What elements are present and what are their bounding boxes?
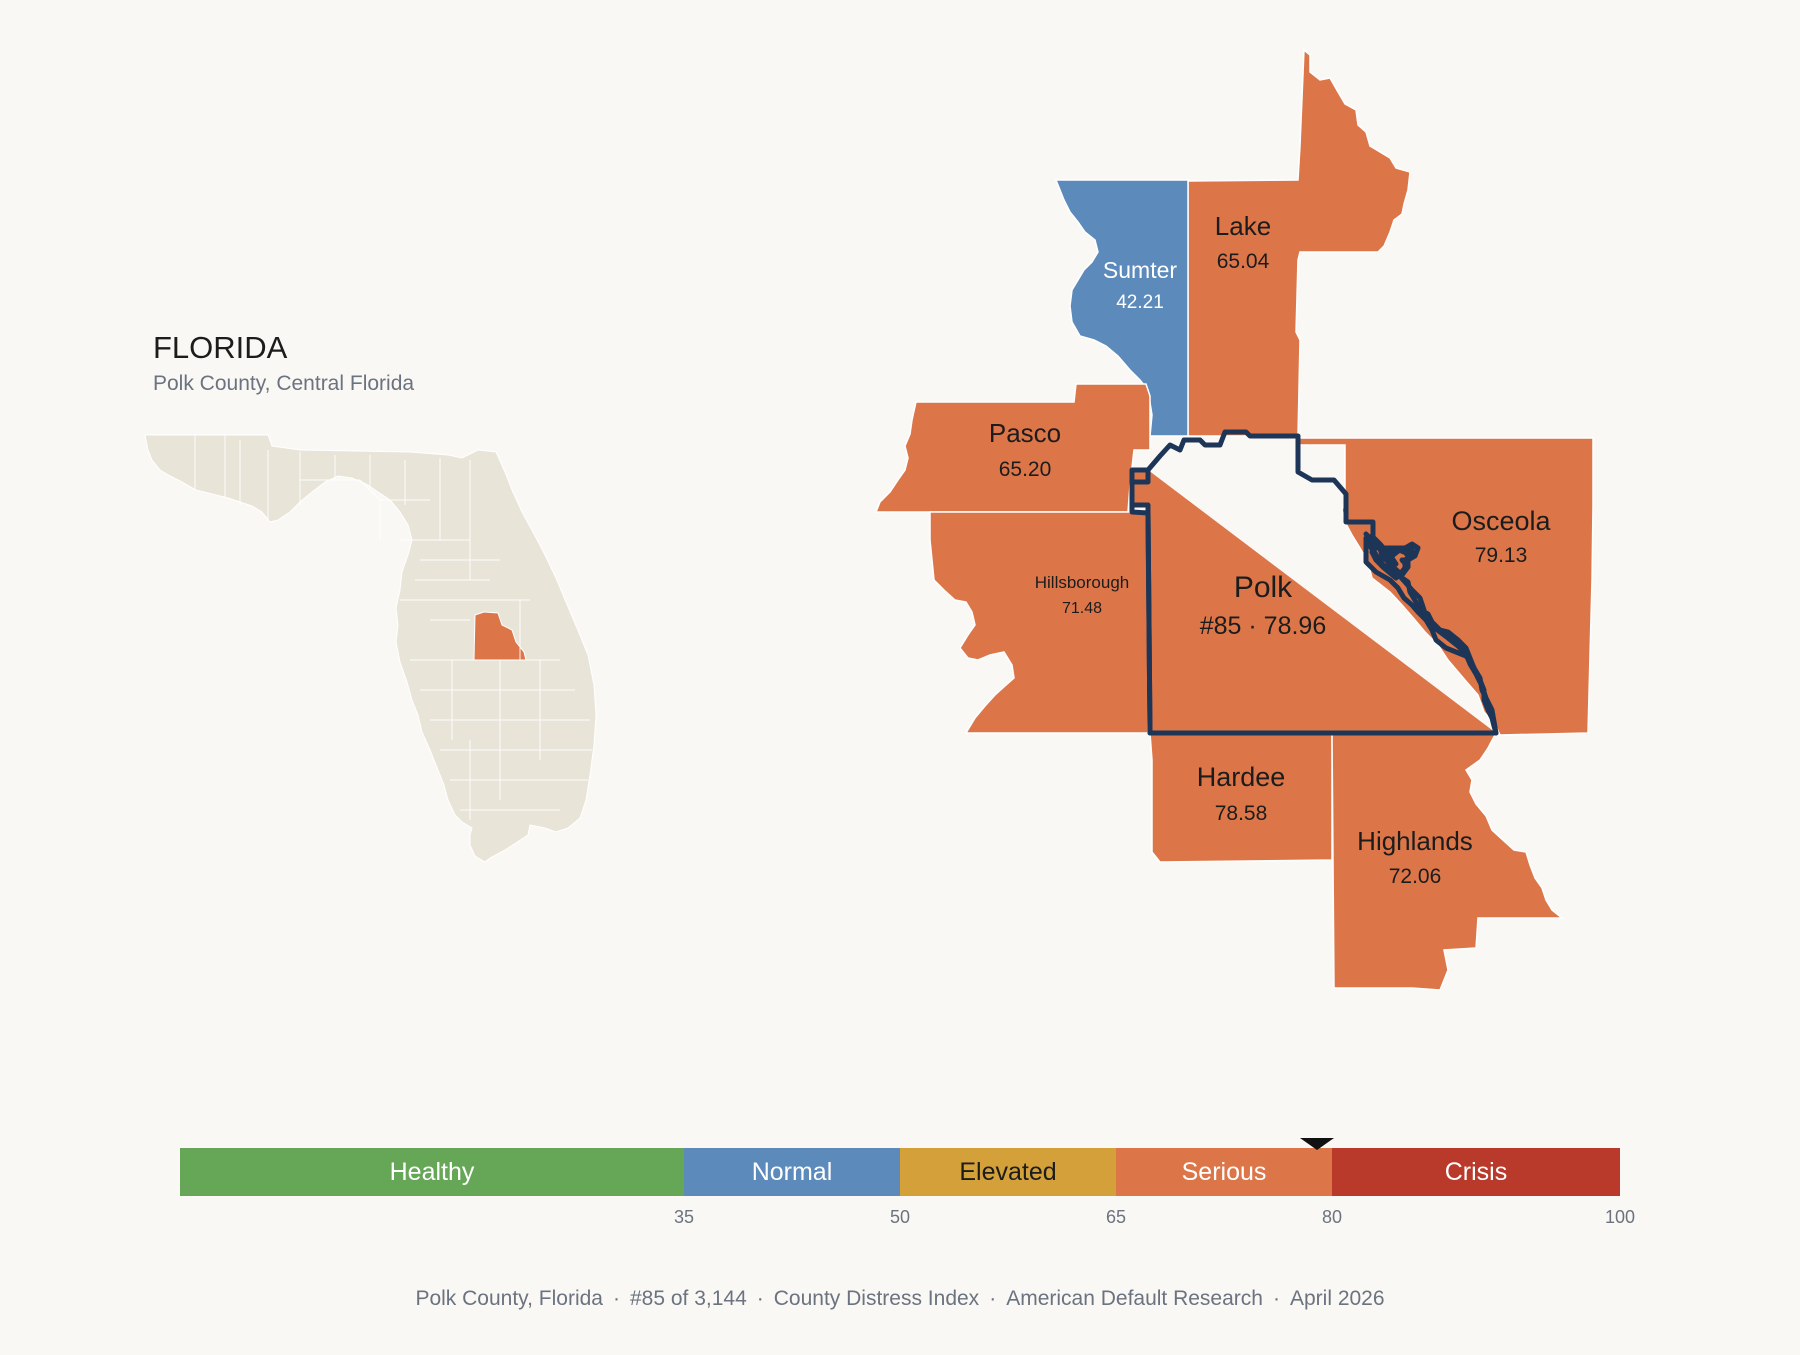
county-label-hardee: Hardee [1197,762,1286,792]
scale-band-label-crisis: Crisis [1445,1158,1508,1186]
florida-locator-map [144,434,597,863]
county-outline-polk [1129,429,1499,736]
county-score-lake: 65.04 [1217,250,1270,273]
county-shape-highlands [1331,732,1565,991]
county-score-hardee: 78.58 [1215,802,1268,825]
state-title: FLORIDA [153,330,288,365]
county-label-lake: Lake [1215,211,1271,241]
county-label-hillsborough: Hillsborough [1035,573,1130,592]
county-shape-lake [1187,48,1411,437]
state-subtitle: Polk County, Central Florida [153,372,415,395]
county-label-osceola: Osceola [1451,506,1551,536]
scale-band-normal [684,1148,900,1196]
county-shape-sumter [1054,179,1189,437]
scale-tick-35: 35 [674,1207,694,1227]
scale-band-crisis [1332,1148,1620,1196]
scale-band-label-normal: Normal [752,1158,833,1186]
county-label-highlands: Highlands [1357,826,1473,856]
footer-caption: Polk County, Florida · #85 of 3,144 · County… [415,1287,1385,1310]
county-shape-hillsborough [929,511,1149,734]
county-labels: Lake 65.04 Sumter 42.21 Pasco 65.20 Osce… [989,211,1552,888]
florida-state-shape [144,434,597,863]
county-shape-pasco [874,383,1151,513]
footer-source: American Default Research [1006,1287,1263,1310]
footer-county: Polk County, Florida [415,1287,603,1310]
distress-scale-legend: Healthy Normal Elevated Serious Crisis 35 50 65… [180,1138,1635,1227]
county-score-pasco: 65.20 [999,458,1052,481]
county-score-sumter: 42.21 [1116,292,1164,313]
county-label-polk: Polk [1234,571,1293,604]
scale-band-healthy [180,1148,684,1196]
footer-date: April 2026 [1289,1287,1385,1310]
county-borders [194,435,592,820]
county-score-hillsborough: 71.48 [1062,600,1102,617]
scale-band-label-healthy: Healthy [390,1158,475,1186]
county-score-osceola: 79.13 [1475,544,1528,567]
scale-tick-65: 65 [1106,1207,1126,1227]
scale-band-serious [1116,1148,1332,1196]
footer-index: County Distress Index [773,1287,980,1310]
county-label-sumter: Sumter [1103,257,1177,283]
scale-marker-polk [1300,1138,1335,1150]
scale-band-elevated [900,1148,1116,1196]
scale-tick-100: 100 [1605,1207,1635,1227]
regional-county-map: Lake 65.04 Sumter 42.21 Pasco 65.20 Osce… [874,48,1594,991]
county-shape-hardee [1149,732,1333,863]
footer-rank: #85 of 3,144 [629,1287,747,1310]
county-score-polk: #85 · 78.96 [1200,612,1327,640]
scale-band-label-elevated: Elevated [959,1158,1056,1186]
scale-tick-80: 80 [1322,1207,1342,1227]
scale-band-label-serious: Serious [1182,1158,1267,1186]
county-score-highlands: 72.06 [1389,865,1442,888]
county-label-pasco: Pasco [989,418,1061,448]
county-shape-osceola [1297,437,1594,736]
scale-tick-50: 50 [890,1207,910,1227]
